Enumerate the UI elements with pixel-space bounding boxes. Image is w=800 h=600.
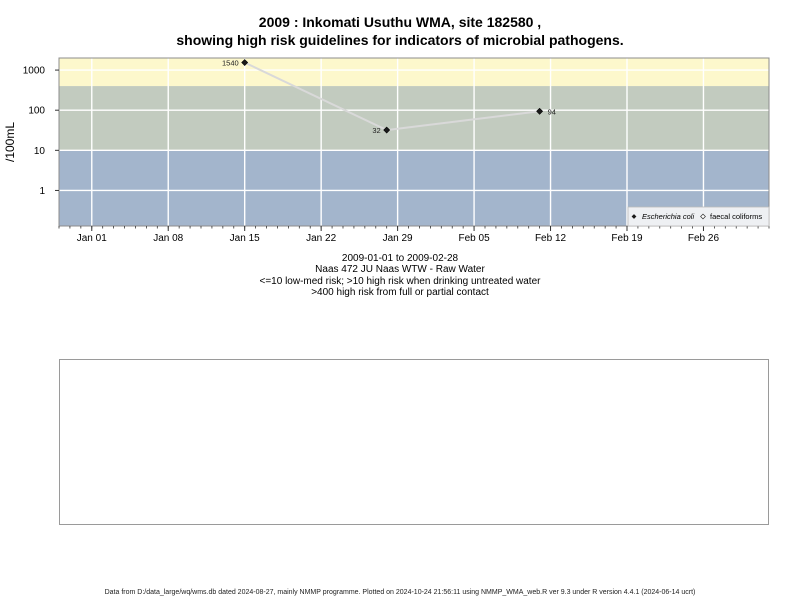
legend-marker-0 xyxy=(631,214,637,219)
risk-band-1 xyxy=(59,86,769,151)
x-tick-label-2: Jan 15 xyxy=(230,233,260,244)
date-range-caption: 2009-01-01 to 2009-02-28 xyxy=(341,253,459,264)
x-tick-label-5: Feb 05 xyxy=(459,233,491,244)
chart-title-line-2: showing high risk guidelines for indicat… xyxy=(176,32,624,48)
x-tick-label-1: Jan 08 xyxy=(153,233,183,244)
x-tick-label-4: Jan 29 xyxy=(383,233,413,244)
contact-risk-caption: >400 high risk from full or partial cont… xyxy=(311,287,489,298)
y-axis-label: /100mL xyxy=(3,122,17,162)
site-name-caption: Naas 472 JU Naas WTW - Raw Water xyxy=(315,264,485,275)
x-tick-label-8: Feb 26 xyxy=(688,233,720,244)
plot-border xyxy=(58,57,770,227)
x-tick-label-0: Jan 01 xyxy=(77,233,107,244)
data-point-0-0 xyxy=(241,59,249,66)
data-label-0-2: 94 xyxy=(548,107,556,116)
drinking-risk-caption: <=10 low-med risk; >10 high risk when dr… xyxy=(259,276,541,287)
legend-marker-1 xyxy=(700,213,706,220)
y-tick-label-0: 1 xyxy=(39,186,45,197)
empty-secondary-panel xyxy=(59,359,769,525)
legend-label-0: Escherichia coli xyxy=(642,212,694,221)
data-label-0-1: 32 xyxy=(372,126,380,135)
data-source-footer: Data from D:/data_large/wq/wms.db dated … xyxy=(104,589,696,596)
data-point-0-2 xyxy=(536,107,544,115)
microbial-risk-chart: Jan 01 Jan 08 Jan 15 Jan 22 Jan 29 Feb 05 Feb … xyxy=(3,57,770,244)
y-tick-label-3: 1000 xyxy=(23,66,46,77)
x-tick-label-3: Jan 22 xyxy=(306,233,336,244)
legend-label-1: faecal coliforms xyxy=(710,212,762,221)
x-tick-label-7: Feb 19 xyxy=(611,233,643,244)
risk-band-2 xyxy=(59,58,769,87)
legend-box xyxy=(627,206,770,227)
data-label-0-0: 1540 xyxy=(222,59,239,68)
y-tick-label-1: 10 xyxy=(34,146,46,157)
data-point-0-1 xyxy=(383,126,391,134)
y-tick-label-2: 100 xyxy=(28,106,45,117)
x-tick-label-6: Feb 12 xyxy=(535,233,567,244)
chart-title-line-1: 2009 : Inkomati Usuthu WMA, site 182580 … xyxy=(258,14,542,30)
